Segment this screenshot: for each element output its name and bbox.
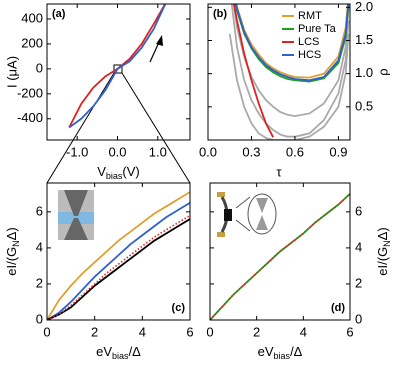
y-tick-label: 2.0 (355, 0, 373, 14)
x-tick-label: 0.9 (329, 144, 347, 159)
x-tick-label: 0.0 (199, 144, 217, 159)
y-axis-label: ρ (375, 68, 390, 75)
y-tick-label: 4 (355, 239, 362, 254)
plot-area (47, 191, 190, 320)
zoom-line (121, 72, 191, 184)
junction-inset (58, 190, 94, 240)
zoom-box (113, 64, 123, 74)
y-tick-label: 0.5 (355, 98, 373, 113)
y-tick-label: 6 (355, 203, 362, 218)
y-tick-label: 2 (355, 275, 362, 290)
x-axis-label-text: eV (258, 344, 274, 359)
plot-frame (207, 3, 351, 141)
series-line (47, 214, 190, 320)
series-line (210, 193, 350, 320)
panel-label: (c) (172, 302, 186, 314)
y-axis-label: eI/(GNΔ) (375, 227, 392, 275)
x-axis-label-text: /Δ (290, 344, 303, 359)
x-tick-label: 2 (91, 324, 98, 339)
plot-frame (46, 3, 191, 141)
x-tick-label: -1.0 (66, 144, 88, 159)
y-tick-label: 200 (21, 35, 43, 50)
y-axis-label-text: Δ) (375, 227, 390, 240)
panel-label: (d) (331, 302, 345, 314)
y-tick-label: -400 (17, 110, 43, 125)
breakjunction-inset (217, 192, 277, 237)
x-axis-label: τ (276, 164, 282, 179)
y-axis-label-text: eI/(G (4, 247, 19, 276)
y-tick-label: 6 (36, 203, 43, 218)
series-line (47, 202, 190, 320)
zoom-line (46, 72, 115, 184)
x-tick-label: 0 (206, 324, 213, 339)
series-line (68, 4, 167, 129)
y-axis-label-sub: N (11, 240, 21, 247)
plot-area (68, 4, 167, 129)
x-axis-label-text: V (97, 164, 106, 179)
plot-frame (46, 182, 191, 321)
x-tick-label: 6 (346, 324, 353, 339)
legend-label: HCS (298, 49, 321, 61)
y-tick-label: 0 (36, 60, 43, 75)
y-axis-label-sub: N (382, 240, 392, 247)
plot-area (210, 193, 350, 320)
x-tick-label: 4 (139, 324, 146, 339)
series-line (232, 4, 350, 118)
y-tick-label: 1.5 (355, 32, 373, 47)
x-tick-label: 0.6 (286, 144, 304, 159)
x-tick-label: 0 (43, 324, 50, 339)
y-tick-label: 400 (21, 10, 43, 25)
y-axis-label: eI/(GNΔ) (4, 227, 21, 275)
x-axis-label-text: eV (96, 344, 112, 359)
x-axis-label-sub: bias (274, 351, 291, 361)
x-axis-label-sub: bias (106, 171, 123, 181)
x-tick-label: 4 (300, 324, 307, 339)
x-tick-label: 0.3 (242, 144, 260, 159)
series-line (228, 33, 350, 140)
x-axis-label: eVbias/Δ (258, 344, 303, 361)
series-line (47, 218, 190, 320)
y-axis-label-text: Δ) (4, 227, 19, 240)
sweep-arrow (149, 35, 163, 63)
legend-label: LCS (298, 36, 319, 48)
series-line (230, 4, 350, 138)
series-line (233, 4, 274, 138)
panel-label: (a) (52, 8, 66, 20)
series-line (235, 4, 349, 79)
y-tick-label: 0 (36, 311, 43, 326)
y-tick-label: 0 (355, 311, 362, 326)
x-axis-label-sub: bias (112, 351, 129, 361)
legend-label: RMT (298, 10, 322, 22)
plot-area (228, 4, 350, 140)
y-tick-label: 1.0 (355, 65, 373, 80)
x-axis-label-text: /Δ (129, 344, 142, 359)
y-axis-label-text: eI/(G (375, 247, 390, 276)
legend-label: Pure Ta (298, 23, 337, 35)
y-axis-label: I (μA) (4, 56, 19, 88)
x-tick-label: 6 (186, 324, 193, 339)
x-axis-label: Vbias(V) (97, 164, 140, 181)
x-axis-label: eVbias/Δ (96, 344, 141, 361)
panel-label: (b) (213, 8, 227, 20)
y-tick-label: -200 (17, 85, 43, 100)
x-tick-label: 0.0 (108, 144, 126, 159)
y-tick-label: 2 (36, 275, 43, 290)
y-tick-label: 4 (36, 239, 43, 254)
x-tick-label: 1.0 (149, 144, 167, 159)
x-tick-label: 2 (253, 324, 260, 339)
plot-frame (209, 182, 351, 321)
series-line (235, 4, 350, 82)
series-line (47, 191, 190, 320)
x-axis-label-text: (V) (122, 164, 139, 179)
